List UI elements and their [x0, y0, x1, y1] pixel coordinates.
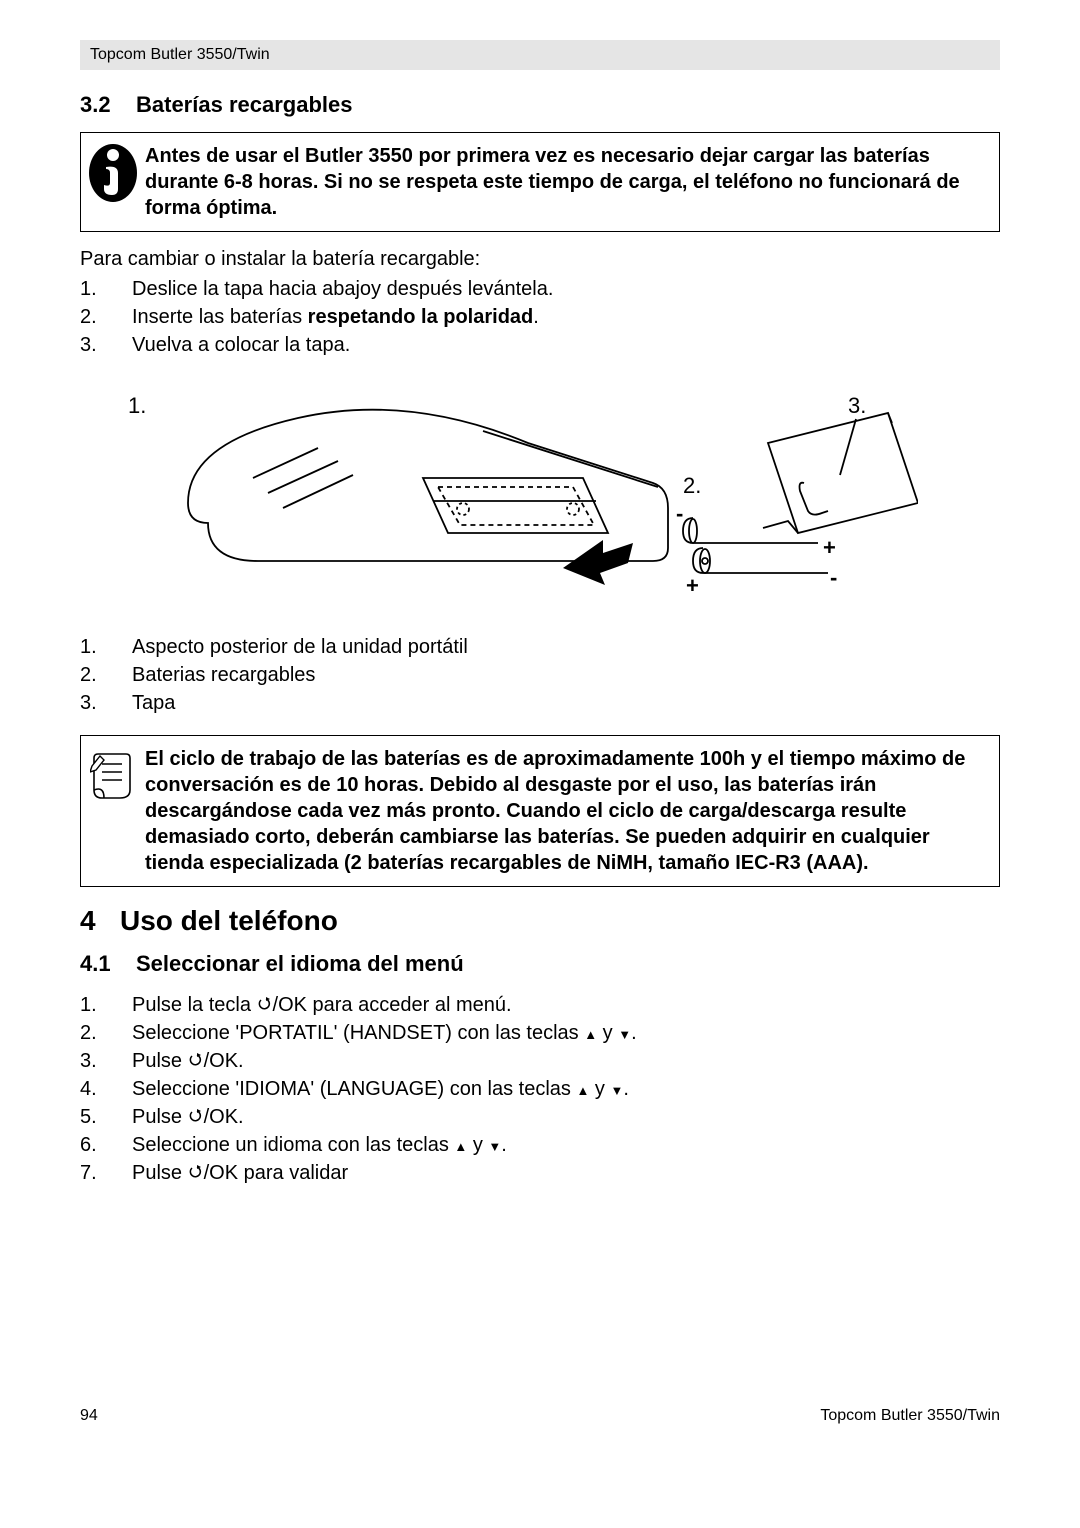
up-down-icon: ▲ y ▼: [584, 1022, 631, 1044]
list-item: 3.Tapa: [80, 689, 1000, 717]
list-item: 1.Deslice la tapa hacia abajoy después l…: [80, 275, 1000, 303]
diagram-legend: 1.Aspecto posterior de la unidad portáti…: [80, 633, 1000, 717]
section-4-heading: 4Uso del teléfono: [80, 905, 1000, 937]
battery-steps: 1.Deslice la tapa hacia abajoy después l…: [80, 275, 1000, 359]
list-item: 7.Pulse /OK para validar: [80, 1159, 1000, 1187]
battery-note-box: El ciclo de trabajo de las baterías es d…: [80, 735, 1000, 887]
page-number: 94: [80, 1407, 98, 1425]
up-down-icon: ▲ y ▼: [576, 1078, 623, 1100]
section-4-1-number: 4.1: [80, 951, 136, 977]
plus-2: +: [686, 573, 699, 598]
list-item: 3.Vuelva a colocar la tapa.: [80, 331, 1000, 359]
section-4-1-heading: 4.1Seleccionar el idioma del menú: [80, 951, 1000, 977]
header-product: Topcom Butler 3550/Twin: [80, 40, 1000, 70]
page-footer: 94 Topcom Butler 3550/Twin: [0, 1407, 1080, 1425]
minus-1: -: [676, 501, 683, 526]
minus-2: -: [830, 565, 837, 590]
section-4-title: Uso del teléfono: [120, 905, 338, 936]
list-item: 6.Seleccione un idioma con las teclas ▲ …: [80, 1131, 1000, 1159]
battery-note-text: El ciclo de trabajo de las baterías es d…: [145, 746, 987, 876]
list-item: 2.Baterias recargables: [80, 661, 1000, 689]
list-item: 5.Pulse /OK.: [80, 1103, 1000, 1131]
plus-1: +: [823, 535, 836, 560]
up-down-icon: ▲ y ▼: [454, 1134, 501, 1156]
redial-ok-icon: [188, 1165, 204, 1179]
list-item: 1.Aspecto posterior de la unidad portáti…: [80, 633, 1000, 661]
note-icon: [81, 746, 145, 802]
section-4-number: 4: [80, 905, 120, 937]
list-item: 2.Inserte las baterías respetando la pol…: [80, 303, 1000, 331]
redial-ok-icon: [188, 1053, 204, 1067]
battery-diagram: 1. 2.: [128, 383, 918, 613]
diagram-label-2: 2.: [683, 473, 701, 498]
redial-ok-icon: [257, 997, 273, 1011]
diagram-label-3: 3.: [848, 393, 866, 418]
list-item: 4.Seleccione 'IDIOMA' (LANGUAGE) con las…: [80, 1075, 1000, 1103]
charge-info-text: Antes de usar el Butler 3550 por primera…: [145, 143, 987, 221]
list-item: 2.Seleccione 'PORTATIL' (HANDSET) con la…: [80, 1019, 1000, 1047]
section-3-2-title: Baterías recargables: [136, 92, 352, 117]
charge-info-box: Antes de usar el Butler 3550 por primera…: [80, 132, 1000, 232]
section-4-1-title: Seleccionar el idioma del menú: [136, 951, 464, 976]
list-item: 1.Pulse la tecla /OK para acceder al men…: [80, 991, 1000, 1019]
footer-product: Topcom Butler 3550/Twin: [820, 1407, 1000, 1425]
language-steps: 1.Pulse la tecla /OK para acceder al men…: [80, 991, 1000, 1187]
section-3-2-heading: 3.2Baterías recargables: [80, 92, 1000, 118]
redial-ok-icon: [188, 1109, 204, 1123]
diagram-label-1: 1.: [128, 393, 146, 418]
section-3-2-number: 3.2: [80, 92, 136, 118]
info-icon: [81, 143, 145, 203]
list-item: 3.Pulse /OK.: [80, 1047, 1000, 1075]
battery-intro: Para cambiar o instalar la batería recar…: [80, 246, 1000, 273]
